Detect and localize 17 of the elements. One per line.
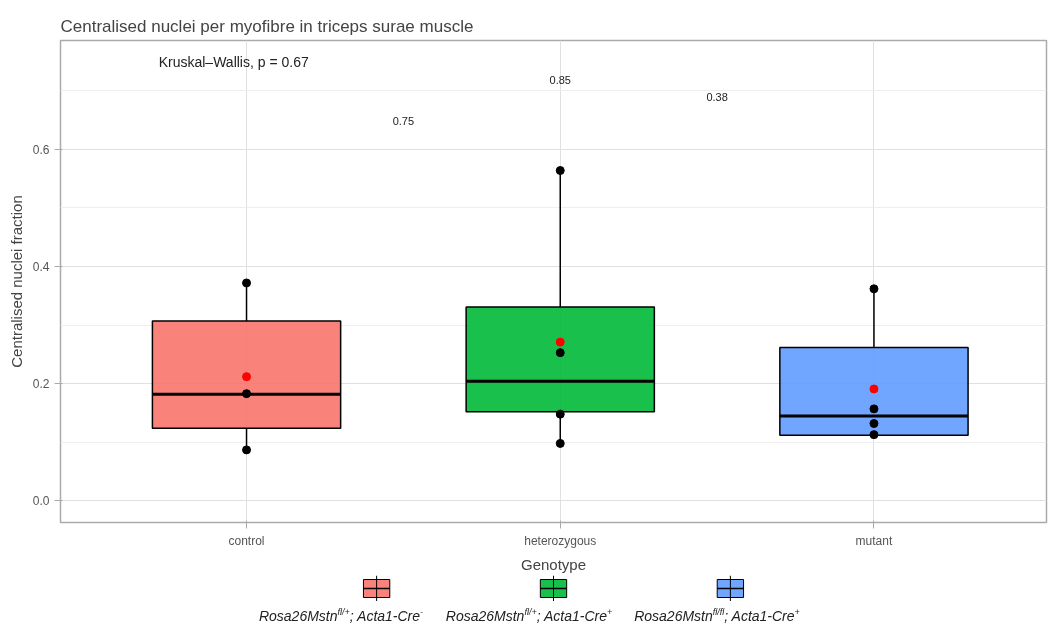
y-tick-label: 0.6 (32, 142, 50, 157)
x-axis-title: Genotype (520, 555, 587, 573)
annotation: 0.75 (392, 114, 415, 127)
x-tick-label: control (228, 533, 265, 548)
annotation: Kruskal–Wallis, p = 0.67 (158, 54, 309, 71)
legend-label: Rosa26Mstn$^{fl/+}$; Acta1-Cre$^{+}$ (444, 606, 614, 626)
y-tick-label: 0.0 (32, 494, 50, 509)
x-tick-label: heterozygous (524, 533, 597, 548)
x-tick-label: mutant (855, 533, 893, 548)
legend-label: Rosa26Mstn$^{fl/fl}$; Acta1-Cre$^{+}$ (633, 606, 801, 626)
annotation: 0.38 (706, 91, 728, 104)
y-axis-title: Centralised nuclei fraction (7, 195, 25, 368)
legend-label: Rosa26Mstn$^{fl/+}$; Acta1-Cre$^{-}$ (257, 606, 425, 626)
chart-title: Centralised nuclei per myofibre in triceps surae muscle (60, 16, 474, 36)
annotation: 0.85 (549, 73, 571, 86)
y-tick-label: 0.2 (32, 377, 50, 392)
y-tick-label: 0.4 (32, 260, 50, 275)
